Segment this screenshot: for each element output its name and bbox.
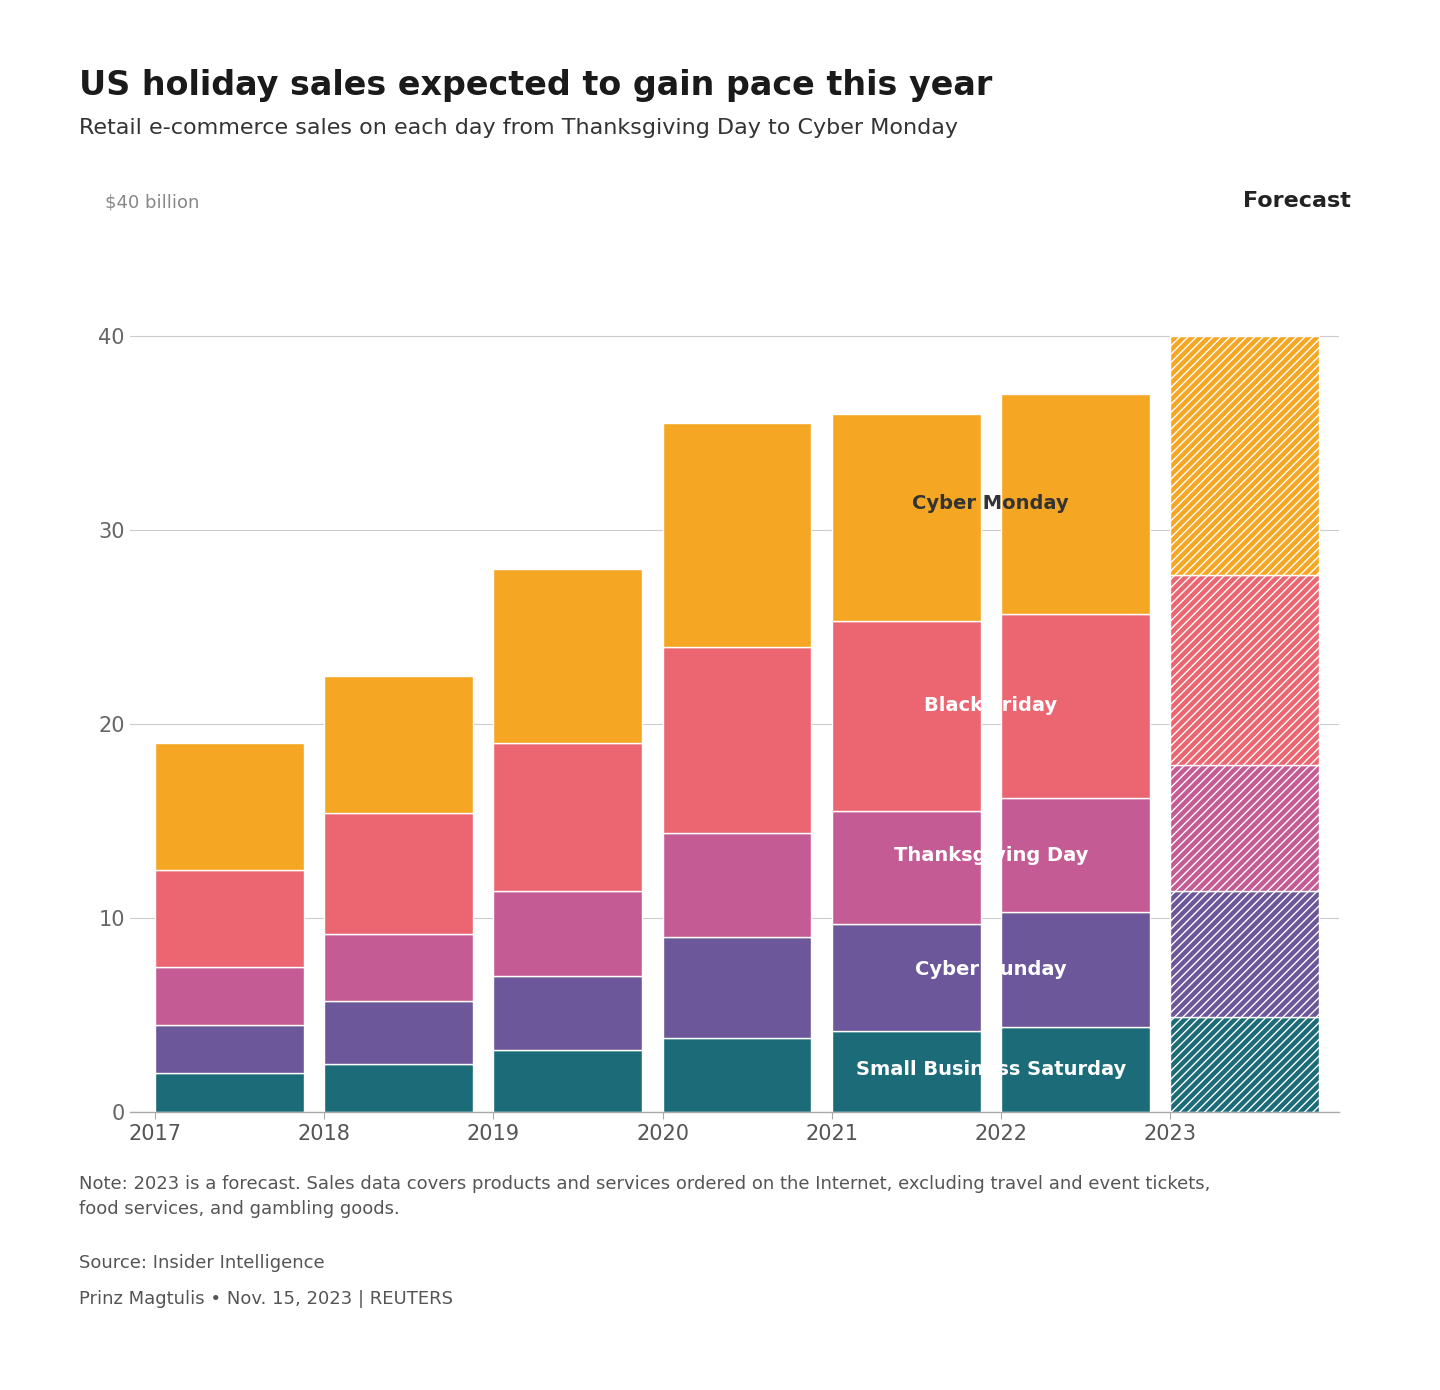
Bar [832, 621, 981, 812]
Bar [324, 1001, 472, 1063]
Bar [1171, 336, 1319, 574]
Text: Retail e-commerce sales on each day from Thanksgiving Day to Cyber Monday: Retail e-commerce sales on each day from… [79, 118, 958, 138]
Bar [662, 1038, 811, 1112]
Bar [662, 937, 811, 1038]
Bar [494, 976, 642, 1049]
Bar [1171, 1017, 1319, 1112]
Bar [1001, 1027, 1149, 1112]
Bar [1171, 765, 1319, 891]
Bar [156, 1073, 304, 1112]
Bar [156, 966, 304, 1024]
Bar [1171, 1017, 1319, 1112]
Bar [832, 924, 981, 1030]
Bar [156, 870, 304, 966]
Bar [494, 744, 642, 891]
Text: Thanksgiving Day: Thanksgiving Day [893, 845, 1087, 865]
Bar [494, 569, 642, 744]
Bar [1171, 765, 1319, 891]
Bar [1171, 574, 1319, 764]
Bar [832, 414, 981, 621]
Text: Small Business Saturday: Small Business Saturday [855, 1059, 1126, 1079]
Bar [494, 1049, 642, 1112]
Text: Black Friday: Black Friday [924, 696, 1057, 716]
Bar [662, 833, 811, 937]
Text: $40 billion: $40 billion [105, 193, 200, 211]
Bar [832, 1030, 981, 1112]
Bar [324, 1063, 472, 1112]
Bar [324, 676, 472, 813]
Text: Cyber Sunday: Cyber Sunday [914, 960, 1067, 979]
Text: Note: 2023 is a forecast. Sales data covers products and services ordered on the: Note: 2023 is a forecast. Sales data cov… [79, 1175, 1211, 1218]
Bar [1171, 891, 1319, 1017]
Bar [662, 646, 811, 833]
Text: Prinz Magtulis • Nov. 15, 2023 | REUTERS: Prinz Magtulis • Nov. 15, 2023 | REUTERS [79, 1290, 454, 1308]
Text: Source: Insider Intelligence: Source: Insider Intelligence [79, 1254, 325, 1272]
Bar [1001, 798, 1149, 912]
Bar [1171, 574, 1319, 764]
Bar [156, 744, 304, 870]
Bar [1001, 613, 1149, 798]
Bar [662, 424, 811, 646]
Bar [494, 891, 642, 976]
Bar [1001, 395, 1149, 613]
Text: Cyber Monday: Cyber Monday [913, 495, 1068, 513]
Bar [156, 1024, 304, 1073]
Bar [324, 934, 472, 1001]
Bar [1171, 336, 1319, 574]
Bar [832, 812, 981, 924]
Text: US holiday sales expected to gain pace this year: US holiday sales expected to gain pace t… [79, 70, 992, 103]
Bar [1001, 912, 1149, 1027]
Bar [1171, 891, 1319, 1017]
Bar [324, 813, 472, 934]
Text: Forecast: Forecast [1243, 192, 1351, 211]
